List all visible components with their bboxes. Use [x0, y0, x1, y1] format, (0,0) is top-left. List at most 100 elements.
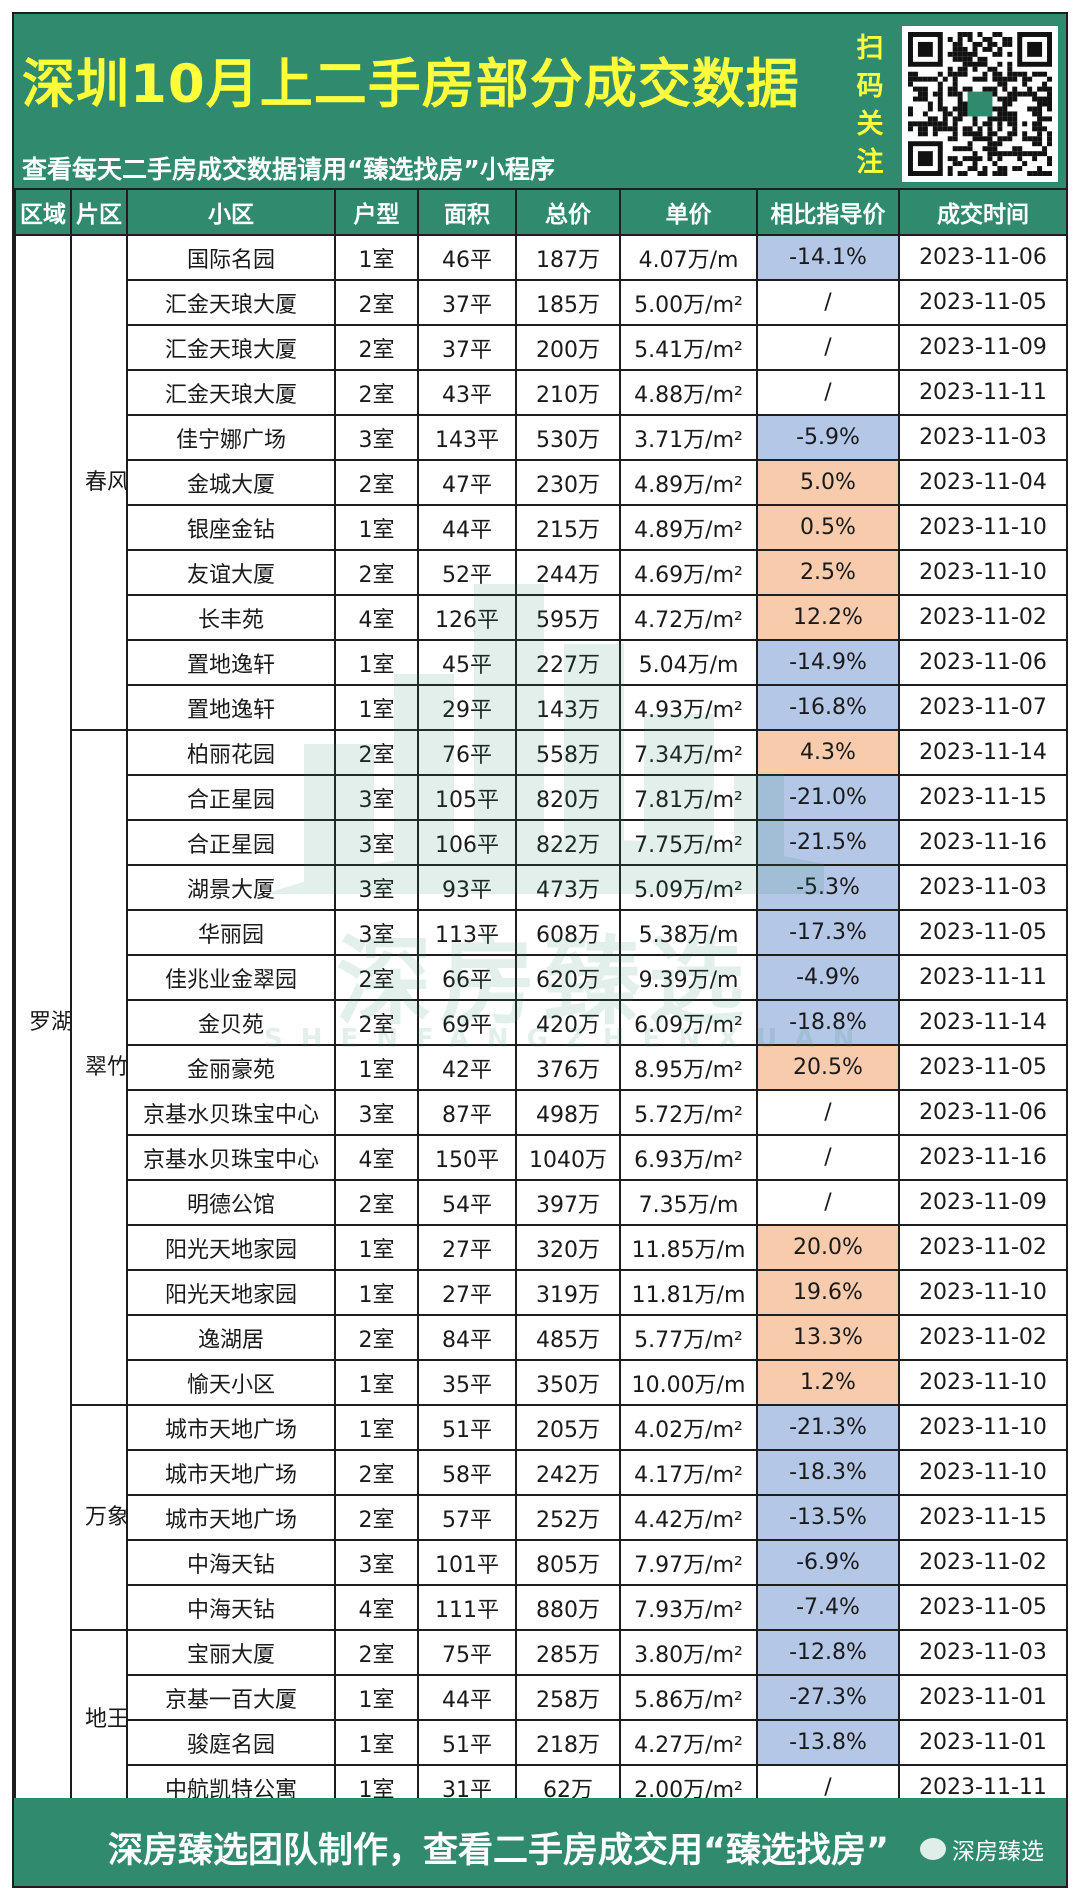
table-row: 愉天小区 1室 35平 350万 10.00万/m 1.2% 2023-11-10 — [15, 1359, 1068, 1406]
vs-guide-cell: / — [756, 369, 900, 416]
community-cell: 金城大厦 — [126, 459, 336, 506]
size-cell: 58平 — [417, 1449, 517, 1496]
layout-cell: 1室 — [334, 1044, 419, 1091]
unit-price-cell: 4.72万/m² — [619, 594, 758, 641]
table-header-row: 区域 片区 小区 户型 面积 总价 单价 相比指导价 成交时间 — [14, 188, 1068, 236]
vs-guide-cell: -21.0% — [756, 774, 900, 821]
unit-price-cell: 5.38万/m — [619, 909, 758, 956]
size-cell: 51平 — [417, 1719, 517, 1766]
date-cell: 2023-11-06 — [898, 234, 1068, 281]
area-cell: 翠竹 — [70, 729, 128, 1406]
unit-price-cell: 11.85万/m — [619, 1224, 758, 1271]
column-header: 相比指导价 — [756, 188, 900, 236]
size-cell: 27平 — [417, 1269, 517, 1316]
qr-code[interactable] — [902, 26, 1058, 182]
date-cell: 2023-11-05 — [898, 279, 1068, 326]
community-cell: 京基水贝珠宝中心 — [126, 1134, 336, 1181]
vs-guide-cell: -27.3% — [756, 1674, 900, 1721]
layout-cell: 1室 — [334, 1404, 419, 1451]
unit-price-cell: 4.89万/m² — [619, 459, 758, 506]
date-cell: 2023-11-03 — [898, 1629, 1068, 1676]
vs-guide-cell: -21.5% — [756, 819, 900, 866]
vs-guide-cell: 13.3% — [756, 1314, 900, 1361]
total-price-cell: 258万 — [515, 1674, 621, 1721]
unit-price-cell: 4.93万/m² — [619, 684, 758, 731]
size-cell: 101平 — [417, 1539, 517, 1586]
table-row: 合正星园 3室 105平 820万 7.81万/m² -21.0% 2023-11-15 — [15, 774, 1068, 821]
size-cell: 57平 — [417, 1494, 517, 1541]
community-cell: 愉天小区 — [126, 1359, 336, 1406]
vs-guide-cell: / — [756, 1134, 900, 1181]
size-cell: 66平 — [417, 954, 517, 1001]
date-cell: 2023-11-01 — [898, 1719, 1068, 1766]
community-cell: 友谊大厦 — [126, 549, 336, 596]
column-header: 成交时间 — [898, 188, 1068, 236]
table-row: 京基水贝珠宝中心 4室 150平 1040万 6.93万/m²/2023-11-16 — [15, 1134, 1068, 1181]
total-price-cell: 397万 — [515, 1179, 621, 1226]
community-cell: 明德公馆 — [126, 1179, 336, 1226]
size-cell: 84平 — [417, 1314, 517, 1361]
total-price-cell: 822万 — [515, 819, 621, 866]
date-cell: 2023-11-05 — [898, 1044, 1068, 1091]
size-cell: 143平 — [417, 414, 517, 461]
scan-char: 码 — [856, 71, 884, 102]
unit-price-cell: 5.04万/m — [619, 639, 758, 686]
community-cell: 汇金天琅大厦 — [126, 324, 336, 371]
total-price-cell: 218万 — [515, 1719, 621, 1766]
table-row: 翠竹 柏丽花园 2室 76平 558万 7.34万/m² 4.3% 2023-11-14 — [15, 729, 1068, 1406]
vs-guide-cell: 5.0% — [756, 459, 900, 506]
unit-price-cell: 6.09万/m² — [619, 999, 758, 1046]
vs-guide-cell: / — [756, 279, 900, 326]
size-cell: 69平 — [417, 999, 517, 1046]
table-row: 京基水贝珠宝中心 3室 87平 498万 5.72万/m²/2023-11-06 — [15, 1089, 1068, 1136]
total-price-cell: 205万 — [515, 1404, 621, 1451]
table-row: 城市天地广场 2室 57平 252万 4.42万/m² -13.5% 2023-11-15 — [15, 1494, 1068, 1541]
vs-guide-cell: 20.0% — [756, 1224, 900, 1271]
layout-cell: 1室 — [334, 234, 419, 281]
community-cell: 城市天地广场 — [126, 1449, 336, 1496]
total-price-cell: 210万 — [515, 369, 621, 416]
date-cell: 2023-11-06 — [898, 639, 1068, 686]
size-cell: 76平 — [417, 729, 517, 776]
table-row: 中海天钻 3室 101平 805万 7.97万/m² -6.9% 2023-11-02 — [15, 1539, 1068, 1586]
date-cell: 2023-11-06 — [898, 1089, 1068, 1136]
vs-guide-cell: 12.2% — [756, 594, 900, 641]
unit-price-cell: 6.93万/m² — [619, 1134, 758, 1181]
vs-guide-cell: 2.5% — [756, 549, 900, 596]
vs-guide-cell: -16.8% — [756, 684, 900, 731]
size-cell: 37平 — [417, 324, 517, 371]
layout-cell: 2室 — [334, 549, 419, 596]
column-header: 片区 — [70, 188, 128, 236]
table-row: 阳光天地家园 1室 27平 319万 11.81万/m 19.6% 2023-11-10 — [15, 1269, 1068, 1316]
layout-cell: 2室 — [334, 1494, 419, 1541]
scan-char: 注 — [856, 147, 884, 178]
size-cell: 111平 — [417, 1584, 517, 1631]
layout-cell: 2室 — [334, 999, 419, 1046]
footer-text: 深房臻选团队制作，查看二手房成交用“臻选找房” — [108, 1831, 890, 1871]
brand-badge[interactable]: 深房臻选 — [920, 1832, 1044, 1866]
community-cell: 合正星园 — [126, 774, 336, 821]
date-cell: 2023-11-07 — [898, 684, 1068, 731]
total-price-cell: 320万 — [515, 1224, 621, 1271]
size-cell: 52平 — [417, 549, 517, 596]
unit-price-cell: 5.86万/m² — [619, 1674, 758, 1721]
unit-price-cell: 4.42万/m² — [619, 1494, 758, 1541]
unit-price-cell: 7.97万/m² — [619, 1539, 758, 1586]
layout-cell: 2室 — [334, 369, 419, 416]
date-cell: 2023-11-02 — [898, 594, 1068, 641]
area-name: 春风路 — [85, 469, 127, 495]
size-cell: 54平 — [417, 1179, 517, 1226]
vs-guide-cell: -7.4% — [756, 1584, 900, 1631]
community-cell: 佳兆业金翠园 — [126, 954, 336, 1001]
layout-cell: 2室 — [334, 459, 419, 506]
date-cell: 2023-11-14 — [898, 999, 1068, 1046]
total-price-cell: 608万 — [515, 909, 621, 956]
vs-guide-cell: -14.9% — [756, 639, 900, 686]
community-cell: 置地逸轩 — [126, 639, 336, 686]
size-cell: 126平 — [417, 594, 517, 641]
unit-price-cell: 5.77万/m² — [619, 1314, 758, 1361]
layout-cell: 1室 — [334, 1674, 419, 1721]
layout-cell: 1室 — [334, 639, 419, 686]
total-price-cell: 215万 — [515, 504, 621, 551]
